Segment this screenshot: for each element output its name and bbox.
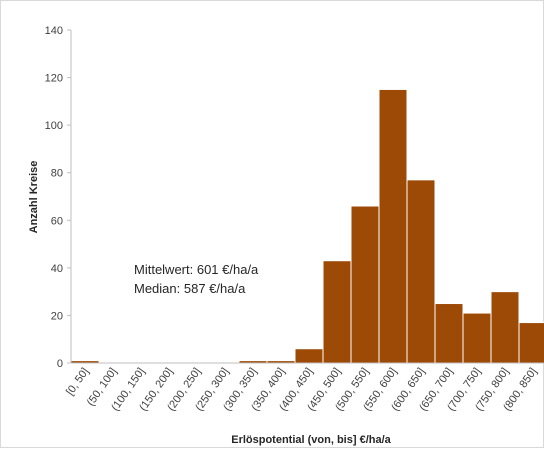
y-axis-ticks: 0 20 40 60 80 100 120 140	[45, 25, 71, 370]
bar	[294, 348, 324, 364]
x-tick-label: [0, 50]	[64, 366, 91, 398]
bar	[462, 312, 492, 364]
y-tick-label: 20	[51, 310, 63, 322]
y-axis-title: Anzahl Kreise	[28, 161, 40, 234]
y-tick-label: 140	[45, 25, 63, 37]
bars	[70, 88, 544, 364]
y-tick-label: 60	[51, 215, 63, 227]
x-axis-title: Erlöspotential (von, bis] €/ha/a	[231, 434, 391, 446]
bar	[406, 179, 436, 364]
y-tick-label: 120	[45, 73, 63, 85]
y-tick-label: 100	[45, 120, 63, 132]
y-tick-label: 40	[51, 263, 63, 275]
bar	[378, 88, 408, 364]
bar	[350, 205, 380, 364]
annotation-median: Median: 587 €/ha/a	[134, 281, 246, 296]
y-tick-label: 80	[51, 168, 63, 180]
x-axis-ticks: [0, 50](50, 100](100, 150](150, 200](200…	[64, 366, 539, 413]
y-tick-label: 0	[57, 358, 63, 370]
bar	[490, 291, 520, 364]
annotation-mean: Mittelwert: 601 €/ha/a	[134, 262, 259, 277]
bar	[518, 322, 544, 364]
bar	[434, 303, 464, 364]
bar	[322, 260, 352, 364]
